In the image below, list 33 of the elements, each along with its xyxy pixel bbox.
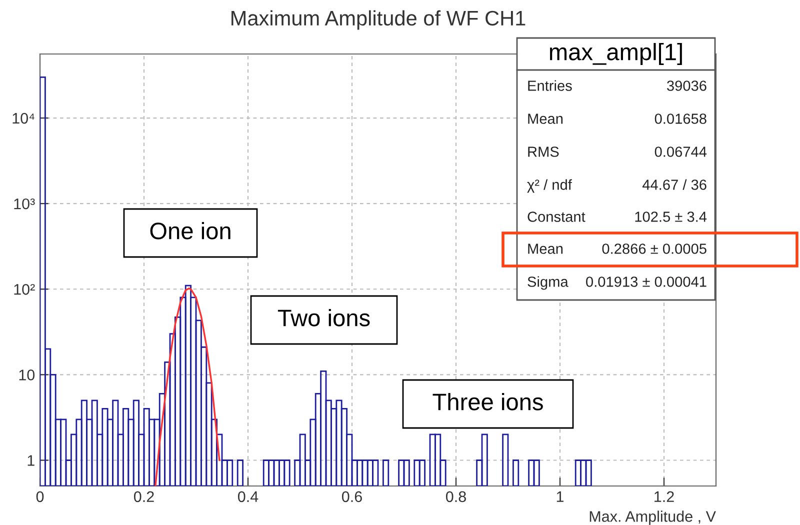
x-tick-label: 0.6	[342, 491, 362, 502]
x-tick-label: 1.2	[654, 491, 674, 502]
annotation: 0.01913 ± 0.00041	[586, 276, 706, 287]
annotation: 102.5 ± 3.4	[635, 212, 707, 222]
y-tick-label: 1	[28, 455, 34, 466]
annotation: 44.67 / 36	[642, 179, 706, 190]
line-series	[154, 288, 220, 486]
x-tick-label: 0.4	[238, 491, 258, 502]
x-tick-label: 0.2	[134, 491, 154, 502]
annotation: Three ions	[432, 392, 543, 410]
x-tick-label: 1	[556, 491, 564, 502]
x-tick-label: 0	[36, 491, 44, 502]
annotation: Constant	[528, 212, 586, 222]
y-tick-label: 10⁴	[12, 112, 34, 124]
y-tick-label: 10	[19, 370, 35, 380]
annotation: Mean	[528, 244, 563, 254]
y-tick-label: 10³	[14, 198, 35, 210]
annotation: Mean	[528, 114, 563, 124]
annotation: max_ampl[1]	[550, 42, 682, 66]
x-tick-label: 0.8	[446, 491, 466, 502]
chart-title: Maximum Amplitude of WF CH1	[232, 10, 526, 30]
annotation: 0.2866 ± 0.0005	[602, 244, 706, 254]
annotation: 0.01658	[654, 114, 706, 124]
annotation: RMS	[528, 146, 559, 157]
annotation: Two ions	[278, 308, 370, 326]
x-axis-title: Max. Amplitude , V	[590, 510, 716, 525]
annotation: Entries	[528, 80, 572, 91]
annotation: 39036	[667, 80, 706, 91]
annotation: 0.06744	[654, 146, 707, 157]
y-tick-label: 10²	[14, 284, 35, 295]
annotation: Sigma	[528, 276, 568, 290]
annotation: χ² / ndf	[527, 179, 572, 193]
annotation: One ion	[150, 222, 230, 240]
